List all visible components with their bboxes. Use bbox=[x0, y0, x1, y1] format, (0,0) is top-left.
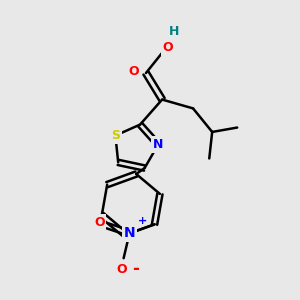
Text: O: O bbox=[117, 263, 128, 276]
Text: O: O bbox=[128, 65, 139, 78]
Text: O: O bbox=[94, 216, 104, 230]
Text: O: O bbox=[163, 41, 173, 54]
Text: N: N bbox=[124, 226, 135, 240]
Text: H: H bbox=[169, 25, 179, 38]
Text: -: - bbox=[132, 260, 139, 278]
Text: +: + bbox=[138, 216, 147, 226]
Text: S: S bbox=[111, 129, 120, 142]
Text: N: N bbox=[153, 138, 163, 151]
